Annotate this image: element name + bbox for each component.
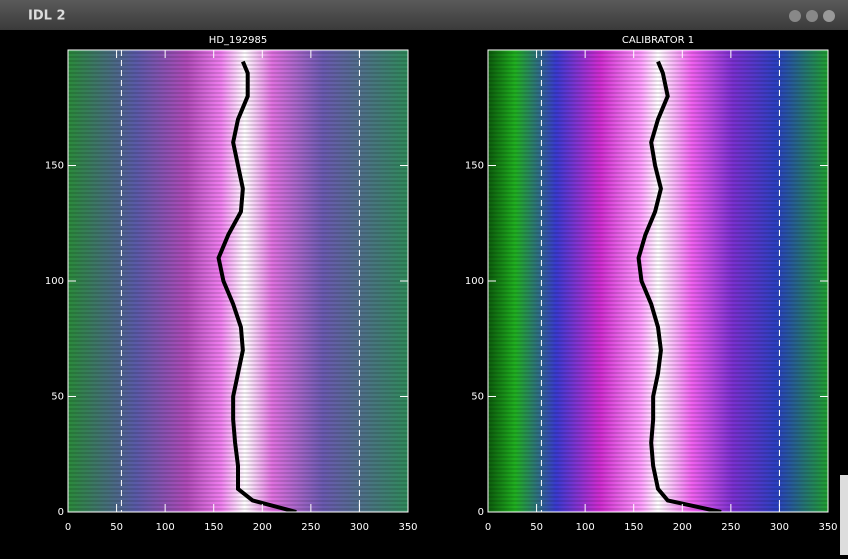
- window-title: IDL 2: [28, 9, 65, 24]
- y-tick-label: 150: [45, 161, 64, 172]
- x-tick-label: 200: [253, 522, 272, 533]
- trace-line: [216, 60, 297, 514]
- plot-title: HD_192985: [209, 35, 267, 46]
- x-tick-label: 350: [398, 522, 417, 533]
- y-tick-label: 50: [51, 392, 64, 403]
- minimize-button[interactable]: [789, 10, 801, 22]
- x-tick-label: 0: [65, 522, 71, 533]
- x-tick-label: 150: [204, 522, 223, 533]
- x-tick-label: 50: [530, 522, 543, 533]
- close-button[interactable]: [823, 10, 835, 22]
- plot-title: CALIBRATOR 1: [622, 35, 694, 46]
- x-tick-label: 300: [770, 522, 789, 533]
- x-tick-label: 150: [624, 522, 643, 533]
- y-tick-label: 0: [478, 507, 484, 518]
- maximize-button[interactable]: [806, 10, 818, 22]
- y-tick-label: 100: [465, 276, 484, 287]
- scrollbar[interactable]: [840, 475, 848, 555]
- title-bar: [0, 0, 848, 30]
- y-tick-label: 150: [465, 161, 484, 172]
- trace-line: [636, 60, 722, 514]
- x-tick-label: 250: [301, 522, 320, 533]
- x-tick-label: 0: [485, 522, 491, 533]
- y-tick-label: 50: [471, 392, 484, 403]
- y-tick-label: 100: [45, 276, 64, 287]
- x-tick-label: 300: [350, 522, 369, 533]
- x-tick-label: 250: [721, 522, 740, 533]
- y-tick-label: 0: [58, 507, 64, 518]
- image-texture: [488, 50, 828, 512]
- x-tick-label: 200: [673, 522, 692, 533]
- x-tick-label: 350: [818, 522, 837, 533]
- x-tick-label: 50: [110, 522, 123, 533]
- x-tick-label: 100: [576, 522, 595, 533]
- x-tick-label: 100: [156, 522, 175, 533]
